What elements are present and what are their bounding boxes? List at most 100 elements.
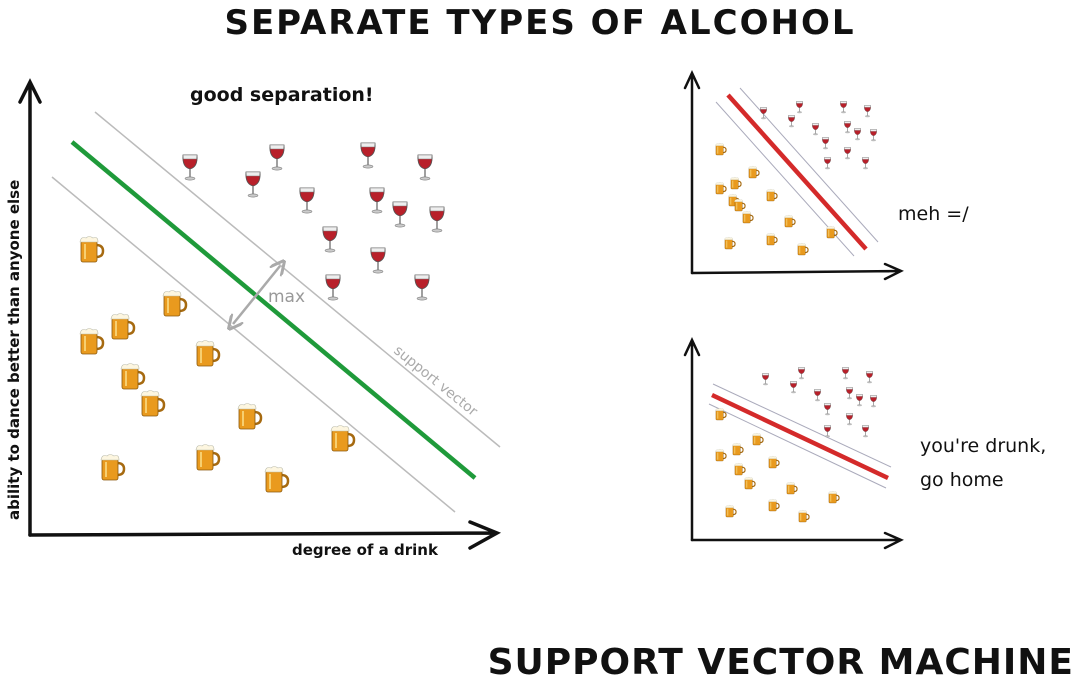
beer-icon xyxy=(744,476,756,490)
title: SEPARATE TYPES OF ALCOHOL xyxy=(224,3,855,43)
beer-icon xyxy=(330,424,356,453)
wine-icon xyxy=(414,274,430,301)
beer-icon xyxy=(264,465,290,494)
wine-icon xyxy=(299,187,315,214)
beer-icon xyxy=(732,442,744,456)
x-axis xyxy=(690,262,904,281)
wine-icon xyxy=(325,274,341,301)
beer-icon xyxy=(798,509,810,523)
wine-icon xyxy=(845,387,854,400)
beer-icon xyxy=(784,214,796,228)
wine-icon xyxy=(869,395,878,408)
margin-label: max xyxy=(268,287,305,307)
wine-icon xyxy=(811,123,820,136)
beer-icon xyxy=(766,188,778,202)
wine-icon xyxy=(429,206,445,233)
x-axis-label: degree of a drink xyxy=(292,541,439,559)
beer-icon xyxy=(140,389,166,418)
wine-icon xyxy=(821,137,830,150)
beer-icon xyxy=(79,235,105,264)
wine-icon xyxy=(839,101,848,114)
footer-title: SUPPORT VECTOR MACHINE xyxy=(488,642,1074,683)
wine-icon xyxy=(845,413,854,426)
wine-icon xyxy=(823,403,832,416)
beer-icon xyxy=(195,443,221,472)
x-axis xyxy=(28,520,502,550)
beer-icon xyxy=(162,289,188,318)
wine-icon xyxy=(369,187,385,214)
caption: you're drunk, xyxy=(920,435,1046,457)
wine-icon xyxy=(865,371,874,384)
beer-icon xyxy=(725,504,737,518)
y-axis xyxy=(683,70,701,275)
small-plot: meh =/ xyxy=(683,70,969,281)
wine-icon xyxy=(392,201,408,228)
wine-icon xyxy=(269,144,285,171)
wine-icon xyxy=(761,373,770,386)
beer-icon xyxy=(768,498,780,512)
wine-icon xyxy=(417,154,433,181)
wine-icon xyxy=(863,105,872,118)
beer-icon xyxy=(195,339,221,368)
support-vector-label: support vector xyxy=(390,343,480,420)
wine-icon xyxy=(841,367,850,380)
small-plot: you're drunk, go home xyxy=(683,337,1046,550)
wine-icon xyxy=(861,425,870,438)
support-line xyxy=(94,111,501,448)
beer-icon xyxy=(110,312,136,341)
beer-icon xyxy=(715,448,727,462)
wine-icon xyxy=(823,157,832,170)
wine-icon xyxy=(360,142,376,169)
margin-arrow xyxy=(233,266,280,324)
wine-icon xyxy=(787,115,796,128)
wine-icon xyxy=(789,381,798,394)
wine-icon xyxy=(861,157,870,170)
decision-boundary xyxy=(726,93,868,251)
wine-icon xyxy=(855,394,864,407)
y-axis xyxy=(18,78,42,537)
wine-icon xyxy=(813,389,822,402)
beer-icon xyxy=(120,362,146,391)
beer-icon xyxy=(734,198,746,212)
wine-icon xyxy=(182,154,198,181)
wine-icon xyxy=(322,226,338,253)
caption: go home xyxy=(920,469,1004,491)
beer-icon xyxy=(752,432,764,446)
beer-icon xyxy=(748,165,760,179)
wine-icon xyxy=(370,247,386,274)
support-line xyxy=(708,403,887,489)
beer-icon xyxy=(100,453,126,482)
y-axis xyxy=(683,337,701,542)
wine-points xyxy=(759,101,878,170)
wine-icon xyxy=(823,425,832,438)
beer-points xyxy=(79,235,356,494)
beer-icon xyxy=(730,176,742,190)
support-line xyxy=(51,176,456,513)
beer-icon xyxy=(826,225,838,239)
caption: meh =/ xyxy=(898,203,969,225)
beer-icon xyxy=(79,327,105,356)
wine-icon xyxy=(843,121,852,134)
decision-boundary xyxy=(711,392,889,481)
beer-icon xyxy=(768,455,780,469)
annotation: good separation! xyxy=(190,84,374,106)
beer-icon xyxy=(715,181,727,195)
beer-icon xyxy=(828,490,840,504)
beer-icon xyxy=(742,210,754,224)
beer-icon xyxy=(237,402,263,431)
wine-icon xyxy=(245,171,261,198)
wine-icon xyxy=(869,129,878,142)
beer-icon xyxy=(715,142,727,156)
main-plot: max support vector good separation! abil… xyxy=(5,78,502,559)
beer-icon xyxy=(797,242,809,256)
wine-icon xyxy=(853,128,862,141)
beer-icon xyxy=(734,462,746,476)
wine-icon xyxy=(797,367,806,380)
wine-icon xyxy=(843,147,852,160)
beer-icon xyxy=(715,407,727,421)
decision-boundary xyxy=(70,140,477,480)
support-line xyxy=(712,383,892,468)
x-axis xyxy=(690,531,904,550)
wine-points xyxy=(182,142,445,301)
